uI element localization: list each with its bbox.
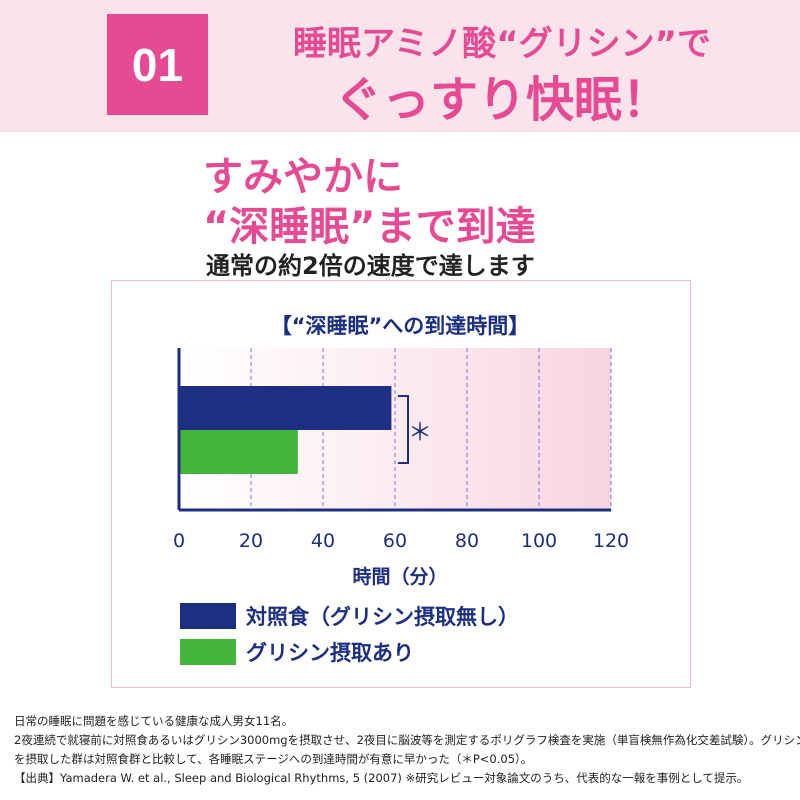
section-number-badge: 01 <box>107 14 208 115</box>
header-banner: 01 睡眠アミノ酸“グリシン”で ぐっすり快眠！ <box>0 0 800 132</box>
legend-item-control: 対照食（グリシン摂取無し） <box>180 601 519 631</box>
significance-bracket <box>398 395 409 464</box>
x-tick-label: 20 <box>239 530 263 552</box>
x-tick-label: 0 <box>173 530 185 552</box>
footnote-line: を摂取した群は対照食群と比較して、各睡眠ステージへの到達時間が有意に早かった（＊… <box>14 752 533 766</box>
footnote-line: 2夜連続で就寝前に対照食あるいはグリシン3000mgを摂取させ、2夜目に脳波等を… <box>14 733 800 747</box>
bar-control <box>179 386 392 430</box>
x-tick-label: 100 <box>521 530 557 552</box>
catchcopy-line1: すみやかに <box>203 154 403 200</box>
bar-glycine <box>179 430 298 474</box>
x-tick-label: 40 <box>311 530 335 552</box>
footnote-source: 【出典】Yamadera W. et al., Sleep and Biolog… <box>14 771 749 785</box>
headline-line1: 睡眠アミノ酸“グリシン”で <box>292 24 711 64</box>
catchcopy-line2: “深睡眠”まで到達 <box>203 204 536 250</box>
section-number: 01 <box>131 38 184 91</box>
x-tick-label: 60 <box>383 530 407 552</box>
significance-asterisk: ＊ <box>408 418 432 446</box>
catchcopy-subtitle: 通常の約2倍の速度で達します <box>206 252 535 280</box>
x-axis-label: 時間（分） <box>352 566 448 588</box>
headline-line2: ぐっすり快眠！ <box>333 72 670 128</box>
x-tick-label: 120 <box>593 530 629 552</box>
chart-title: 【“深睡眠”への到達時間】 <box>270 314 530 338</box>
legend-label-glycine: グリシン摂取あり <box>246 641 414 665</box>
legend-item-glycine: グリシン摂取あり <box>180 637 414 667</box>
legend-label-control: 対照食（グリシン摂取無し） <box>246 605 519 629</box>
footnote-line: 日常の睡眠に問題を感じている健康な成人男女11名。 <box>14 714 294 728</box>
footnotes: 日常の睡眠に問題を感じている健康な成人男女11名。 2夜連続で就寝前に対照食ある… <box>14 712 800 788</box>
legend-swatch-glycine <box>180 639 236 665</box>
legend-swatch-control <box>180 603 236 629</box>
x-tick-label: 80 <box>455 530 479 552</box>
